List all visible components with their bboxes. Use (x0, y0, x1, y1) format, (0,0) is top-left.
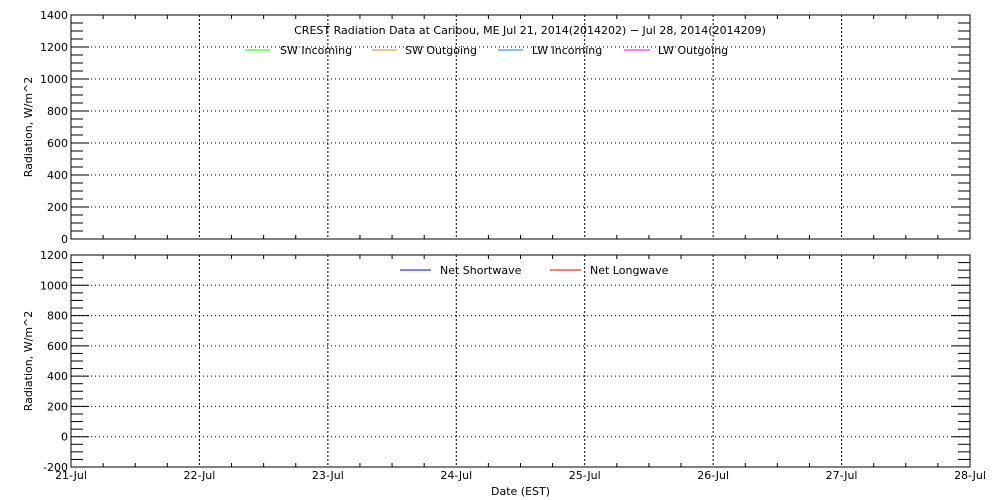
y-axis-label: Radiation, W/m^2 (22, 311, 35, 412)
x-tick-label: 28-Jul (954, 469, 986, 482)
y-axis-label: Radiation, W/m^2 (22, 77, 35, 178)
x-tick-label: 24-Jul (440, 469, 472, 482)
legend-label: LW Incoming (532, 44, 602, 57)
plot-frame (70, 254, 971, 468)
y-tick-label: 800 (47, 105, 68, 118)
x-tick-label: 21-Jul (55, 469, 87, 482)
y-tick-label: 0 (61, 431, 68, 444)
x-tick-label: 25-Jul (569, 469, 601, 482)
y-tick-label: 0 (61, 233, 68, 246)
legend-label: Net Longwave (590, 264, 669, 277)
x-tick-label: 27-Jul (826, 469, 858, 482)
y-tick-label: 800 (47, 310, 68, 323)
legend-label: LW Outgoing (658, 44, 728, 57)
legend-label: Net Shortwave (440, 264, 522, 277)
x-tick-label: 23-Jul (312, 469, 344, 482)
legend-label: SW Incoming (280, 44, 352, 57)
x-tick-label: 26-Jul (697, 469, 729, 482)
y-tick-label: 1200 (40, 41, 68, 54)
x-tick-label: 22-Jul (183, 469, 215, 482)
y-tick-label: 1200 (40, 249, 68, 262)
y-tick-label: 400 (47, 370, 68, 383)
plot-frame (70, 14, 971, 240)
legend-label: SW Outgoing (405, 44, 477, 57)
x-axis-label: Date (EST) (491, 485, 550, 498)
y-tick-label: 600 (47, 340, 68, 353)
y-tick-label: 1000 (40, 73, 68, 86)
y-tick-label: 200 (47, 400, 68, 413)
chart-title: CREST Radiation Data at Caribou, ME Jul … (294, 24, 766, 37)
y-tick-label: 200 (47, 201, 68, 214)
y-tick-label: 600 (47, 137, 68, 150)
y-tick-label: -200 (43, 461, 68, 474)
y-tick-label: 1000 (40, 279, 68, 292)
y-tick-label: 400 (47, 169, 68, 182)
y-tick-label: 1400 (40, 9, 68, 22)
